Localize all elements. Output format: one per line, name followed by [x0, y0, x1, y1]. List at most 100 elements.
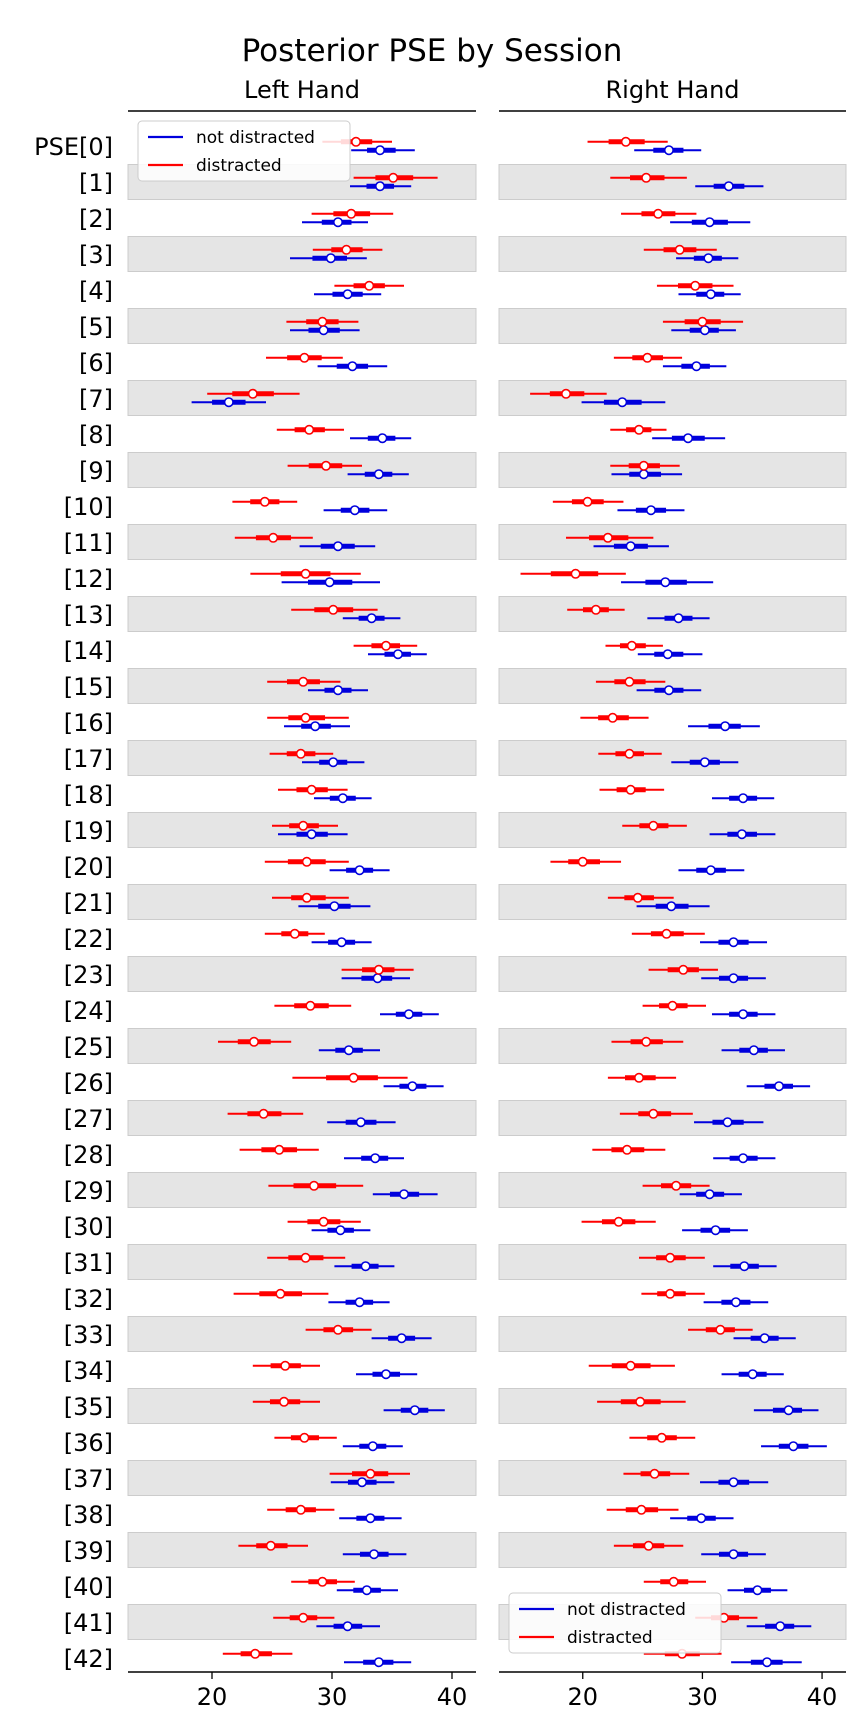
median-point [298, 1612, 309, 1623]
median-point [367, 1441, 378, 1452]
row-band [127, 956, 477, 992]
row-band [498, 164, 847, 200]
y-tick-label: [4] [79, 277, 113, 305]
x-tick-label: 20 [197, 1683, 228, 1711]
y-tick-label: [42] [64, 1645, 113, 1673]
y-tick-label: [25] [64, 1033, 113, 1061]
row-band [127, 524, 477, 560]
row-band [127, 884, 477, 920]
median-point [723, 181, 734, 192]
median-point [332, 541, 343, 552]
y-tick-label: [17] [64, 745, 113, 773]
median-point [783, 1405, 794, 1416]
median-point [250, 1648, 261, 1659]
median-point [300, 712, 311, 723]
median-point [690, 280, 701, 291]
median-point [336, 937, 347, 948]
y-tick-label: [39] [64, 1537, 113, 1565]
median-point [298, 676, 309, 687]
legend-box [137, 120, 351, 182]
median-point [738, 793, 749, 804]
y-tick-label: [37] [64, 1465, 113, 1493]
row-band [127, 236, 477, 272]
median-point [343, 1045, 354, 1056]
y-tick-label: [31] [64, 1249, 113, 1277]
y-tick-label: [23] [64, 961, 113, 989]
median-point [274, 1144, 285, 1155]
median-point [249, 1036, 260, 1047]
row-band [127, 1100, 477, 1136]
median-point [625, 784, 636, 795]
y-tick-label: [33] [64, 1321, 113, 1349]
y-tick-label: [11] [64, 529, 113, 557]
median-point [668, 1576, 679, 1587]
median-point [641, 1036, 652, 1047]
row-band [498, 380, 847, 416]
median-point [317, 316, 328, 327]
median-point [305, 1000, 316, 1011]
median-point [342, 289, 353, 300]
median-point [582, 496, 593, 507]
median-point [752, 1585, 763, 1596]
y-tick-label: [22] [64, 925, 113, 953]
median-point [662, 649, 673, 660]
median-point [370, 1153, 381, 1164]
median-point [275, 1288, 286, 1299]
y-tick-label: [36] [64, 1429, 113, 1457]
median-point [300, 568, 311, 579]
median-point [247, 388, 258, 399]
median-point [258, 1108, 269, 1119]
median-point [633, 1072, 644, 1083]
median-point [361, 1585, 372, 1596]
row-band [127, 452, 477, 488]
y-tick-label: [24] [64, 997, 113, 1025]
y-tick-label: [34] [64, 1357, 113, 1385]
median-point [678, 964, 689, 975]
median-point [613, 1216, 624, 1227]
median-point [268, 532, 279, 543]
median-point [720, 721, 731, 732]
row-band [127, 1172, 477, 1208]
legend-box [508, 1592, 722, 1654]
median-point [347, 361, 358, 372]
median-point [324, 577, 335, 588]
median-point [380, 1369, 391, 1380]
median-point [365, 1468, 376, 1479]
median-point [625, 541, 636, 552]
median-point [728, 937, 739, 948]
median-point [636, 1504, 647, 1515]
row-band [498, 1028, 847, 1064]
median-point [667, 1000, 678, 1011]
chart-title: Posterior PSE by Session [242, 33, 623, 69]
median-point [365, 1513, 376, 1524]
median-point [728, 1477, 739, 1488]
median-point [280, 1360, 291, 1371]
median-point [653, 208, 664, 219]
median-point [355, 1117, 366, 1128]
median-point [299, 352, 310, 363]
x-tick-label: 30 [317, 1683, 348, 1711]
median-point [380, 640, 391, 651]
row-band [498, 1460, 847, 1496]
median-point [626, 640, 637, 651]
median-point [602, 532, 613, 543]
row-band [127, 596, 477, 632]
y-tick-label: [35] [64, 1393, 113, 1421]
y-tick-label: [15] [64, 673, 113, 701]
row-band [127, 1460, 477, 1496]
panels: PSE[0] [1] [2] [3] [4] [5] [6] [7] [8] [9] [10] [11… [34, 76, 847, 1711]
median-point [762, 1657, 773, 1668]
median-point [373, 964, 384, 975]
median-point [703, 253, 714, 264]
y-tick-label: [8] [79, 421, 113, 449]
median-point [649, 1468, 660, 1479]
median-point [705, 289, 716, 300]
legend-label: distracted [196, 156, 282, 176]
median-point [299, 1432, 310, 1443]
median-point [641, 172, 652, 183]
row-band [498, 308, 847, 344]
median-point [329, 901, 340, 912]
median-point [306, 784, 317, 795]
legend-label: not distracted [567, 1600, 686, 1620]
row-band [498, 452, 847, 488]
